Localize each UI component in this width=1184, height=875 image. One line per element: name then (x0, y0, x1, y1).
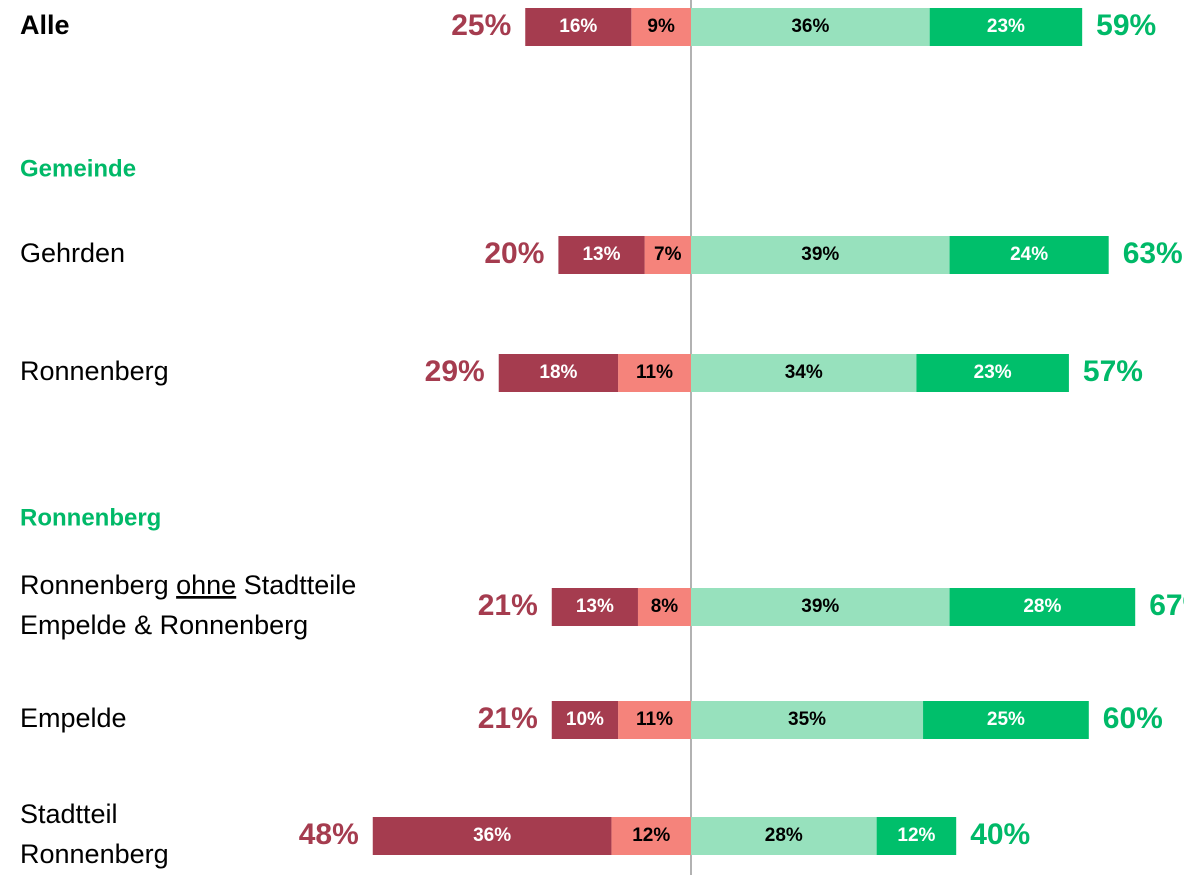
segment-label: 10% (566, 709, 604, 730)
segment-label: 39% (801, 596, 839, 617)
row-label: Stadtteil (20, 799, 118, 829)
segment-label: 34% (785, 362, 823, 383)
row-label: Ronnenberg (20, 839, 169, 869)
segment-label: 24% (1010, 244, 1048, 265)
segment-label: 13% (576, 596, 614, 617)
positive-total: 59% (1096, 9, 1156, 42)
positive-total: 60% (1103, 702, 1163, 735)
bar-segment (551, 701, 619, 739)
label-part: Ronnenberg (20, 570, 176, 600)
bar-segment (691, 8, 930, 46)
row-label: Gehrden (20, 238, 125, 268)
row-label: Empelde & Ronnenberg (20, 610, 308, 640)
row-label: Ronnenberg (20, 356, 169, 386)
bar-segment (916, 354, 1069, 392)
positive-total: 67% (1149, 589, 1184, 622)
negative-total: 48% (299, 818, 359, 851)
segment-label: 36% (473, 825, 511, 846)
row-label: Empelde (20, 703, 127, 733)
negative-total: 29% (425, 355, 485, 388)
bar-segment (691, 588, 950, 626)
segment-label: 18% (539, 362, 577, 383)
label-part: Stadtteile (236, 570, 356, 600)
bar-segment (691, 236, 950, 274)
segment-label: 23% (987, 16, 1025, 37)
label-part: Ronnenberg (20, 839, 169, 869)
segment-label: 11% (636, 709, 673, 730)
bar-segment (525, 8, 632, 46)
segment-label: 12% (632, 825, 670, 846)
label-part: ohne (176, 570, 236, 600)
segment-label: 25% (987, 709, 1025, 730)
segment-label: 8% (651, 596, 679, 617)
positive-total: 57% (1083, 355, 1143, 388)
segment-label: 12% (897, 825, 935, 846)
bar-segment (372, 817, 612, 855)
bar-segment (949, 588, 1136, 626)
bar-segment (558, 236, 645, 274)
bar-segment (691, 354, 917, 392)
bar-segment (618, 701, 691, 739)
bar-segment (644, 236, 691, 274)
negative-total: 21% (478, 589, 538, 622)
label-part: Stadtteil (20, 799, 118, 829)
label-part: Empelde (20, 703, 127, 733)
row-label: Ronnenberg ohne Stadtteile (20, 570, 356, 600)
bar-segment (876, 817, 957, 855)
segment-label: 35% (788, 709, 826, 730)
segment-label: 13% (582, 244, 620, 265)
section-heading: Gemeinde (20, 155, 136, 182)
negative-total: 20% (484, 237, 544, 270)
label-part: Ronnenberg (20, 356, 169, 386)
bar-segment (691, 701, 924, 739)
positive-total: 63% (1123, 237, 1183, 270)
bar-segment (498, 354, 619, 392)
bar-segment (631, 8, 691, 46)
positive-total: 40% (970, 818, 1030, 851)
segment-label: 9% (647, 16, 675, 37)
negative-total: 21% (478, 702, 538, 735)
bar-segment (618, 354, 691, 392)
label-part: Alle (20, 10, 70, 40)
label-part: Empelde & Ronnenberg (20, 610, 308, 640)
segment-label: 11% (636, 362, 673, 383)
bar-segment (551, 588, 638, 626)
segment-label: 16% (559, 16, 597, 37)
segment-label: 7% (654, 244, 682, 265)
negative-total: 25% (451, 9, 511, 42)
bar-segment (691, 817, 877, 855)
bar-segment (949, 236, 1109, 274)
segment-label: 28% (765, 825, 803, 846)
segment-label: 23% (974, 362, 1012, 383)
bar-segment (923, 701, 1089, 739)
bar-segment (929, 8, 1083, 46)
label-part: Gehrden (20, 238, 125, 268)
row-label: Alle (20, 10, 70, 40)
segment-label: 28% (1023, 596, 1061, 617)
bar-segment (637, 588, 691, 626)
segment-label: 36% (791, 16, 829, 37)
bar-segment (611, 817, 691, 855)
section-heading: Ronnenberg (20, 504, 161, 531)
segment-label: 39% (801, 244, 839, 265)
